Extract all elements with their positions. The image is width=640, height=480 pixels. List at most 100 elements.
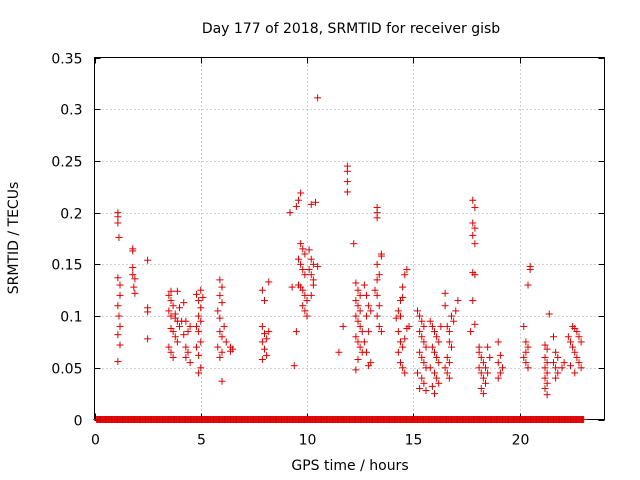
data-point bbox=[543, 369, 551, 377]
data-point bbox=[116, 341, 124, 349]
data-point bbox=[450, 317, 458, 325]
data-point bbox=[445, 328, 453, 336]
data-point bbox=[218, 333, 226, 341]
data-point bbox=[197, 364, 205, 372]
data-point bbox=[397, 312, 404, 320]
data-point bbox=[471, 240, 479, 248]
data-point bbox=[343, 167, 351, 175]
data-point bbox=[307, 200, 315, 208]
data-point bbox=[114, 358, 122, 366]
data-point bbox=[258, 356, 266, 364]
data-point bbox=[195, 351, 203, 359]
data-point bbox=[552, 348, 560, 356]
data-point bbox=[354, 356, 362, 364]
data-point bbox=[214, 307, 222, 315]
data-point bbox=[365, 328, 373, 336]
data-point bbox=[261, 330, 268, 338]
data-point bbox=[354, 317, 362, 325]
data-point bbox=[299, 302, 307, 310]
data-point bbox=[167, 297, 175, 305]
data-point bbox=[550, 333, 557, 341]
data-point bbox=[114, 274, 122, 282]
data-point bbox=[352, 279, 360, 287]
data-point bbox=[377, 252, 385, 260]
data-point bbox=[169, 353, 177, 361]
data-point bbox=[541, 384, 549, 392]
data-point bbox=[499, 364, 506, 372]
data-point bbox=[443, 353, 451, 361]
data-point bbox=[131, 275, 139, 283]
data-point bbox=[299, 286, 307, 294]
data-point bbox=[416, 348, 424, 356]
data-point bbox=[214, 343, 222, 351]
data-point bbox=[484, 369, 492, 377]
data-point bbox=[352, 312, 360, 320]
x-tick-label: 20 bbox=[512, 433, 530, 449]
data-point bbox=[545, 310, 553, 318]
data-point bbox=[552, 364, 560, 372]
data-point bbox=[216, 291, 224, 299]
data-point bbox=[469, 219, 477, 227]
data-point bbox=[265, 278, 273, 286]
data-point bbox=[144, 256, 152, 264]
data-point bbox=[354, 338, 362, 346]
data-point bbox=[360, 281, 368, 289]
data-point bbox=[352, 333, 360, 341]
data-point bbox=[309, 260, 317, 268]
data-point bbox=[197, 317, 205, 325]
data-point bbox=[375, 322, 383, 330]
data-point bbox=[367, 307, 375, 315]
data-point bbox=[197, 338, 205, 346]
data-point bbox=[433, 333, 441, 341]
data-point bbox=[482, 379, 489, 387]
data-point bbox=[420, 359, 428, 367]
data-point bbox=[182, 353, 190, 361]
data-point bbox=[445, 359, 453, 367]
data-point bbox=[165, 343, 173, 351]
data-point bbox=[418, 317, 426, 325]
data-point bbox=[522, 359, 530, 367]
data-point bbox=[431, 328, 438, 336]
data-point bbox=[356, 291, 364, 299]
data-point bbox=[373, 312, 381, 320]
data-point bbox=[373, 214, 381, 222]
data-point bbox=[486, 353, 494, 361]
data-point bbox=[552, 374, 560, 382]
data-point bbox=[443, 322, 451, 330]
data-point bbox=[448, 343, 455, 351]
data-point bbox=[258, 322, 266, 330]
data-point bbox=[167, 348, 175, 356]
data-point bbox=[394, 348, 402, 356]
data-point bbox=[193, 322, 200, 330]
data-point bbox=[171, 310, 179, 318]
data-point bbox=[477, 369, 485, 377]
data-point bbox=[401, 271, 409, 279]
data-point bbox=[116, 281, 124, 289]
data-point bbox=[195, 297, 203, 305]
data-point bbox=[297, 240, 305, 248]
data-point bbox=[471, 224, 479, 232]
data-point bbox=[358, 328, 366, 336]
data-point bbox=[422, 343, 430, 351]
data-point bbox=[182, 343, 190, 351]
y-axis-tick-labels: 0 0.05 0.1 0.15 0.2 0.25 0.3 0.35 bbox=[51, 52, 82, 430]
data-point bbox=[144, 308, 152, 316]
data-point bbox=[422, 387, 430, 395]
data-point bbox=[520, 322, 528, 330]
data-point bbox=[471, 320, 479, 328]
data-point bbox=[301, 271, 309, 279]
data-point bbox=[377, 328, 385, 336]
data-point bbox=[433, 353, 441, 361]
data-point bbox=[403, 266, 411, 274]
x-tick-label: 5 bbox=[197, 433, 206, 449]
data-point bbox=[180, 331, 188, 339]
data-point bbox=[437, 322, 445, 330]
data-point bbox=[445, 338, 453, 346]
data-point bbox=[365, 362, 373, 370]
data-point bbox=[524, 364, 532, 372]
data-point bbox=[441, 302, 449, 310]
data-point bbox=[114, 213, 122, 221]
data-point bbox=[363, 348, 370, 356]
data-point bbox=[129, 271, 137, 279]
data-point bbox=[182, 317, 190, 325]
